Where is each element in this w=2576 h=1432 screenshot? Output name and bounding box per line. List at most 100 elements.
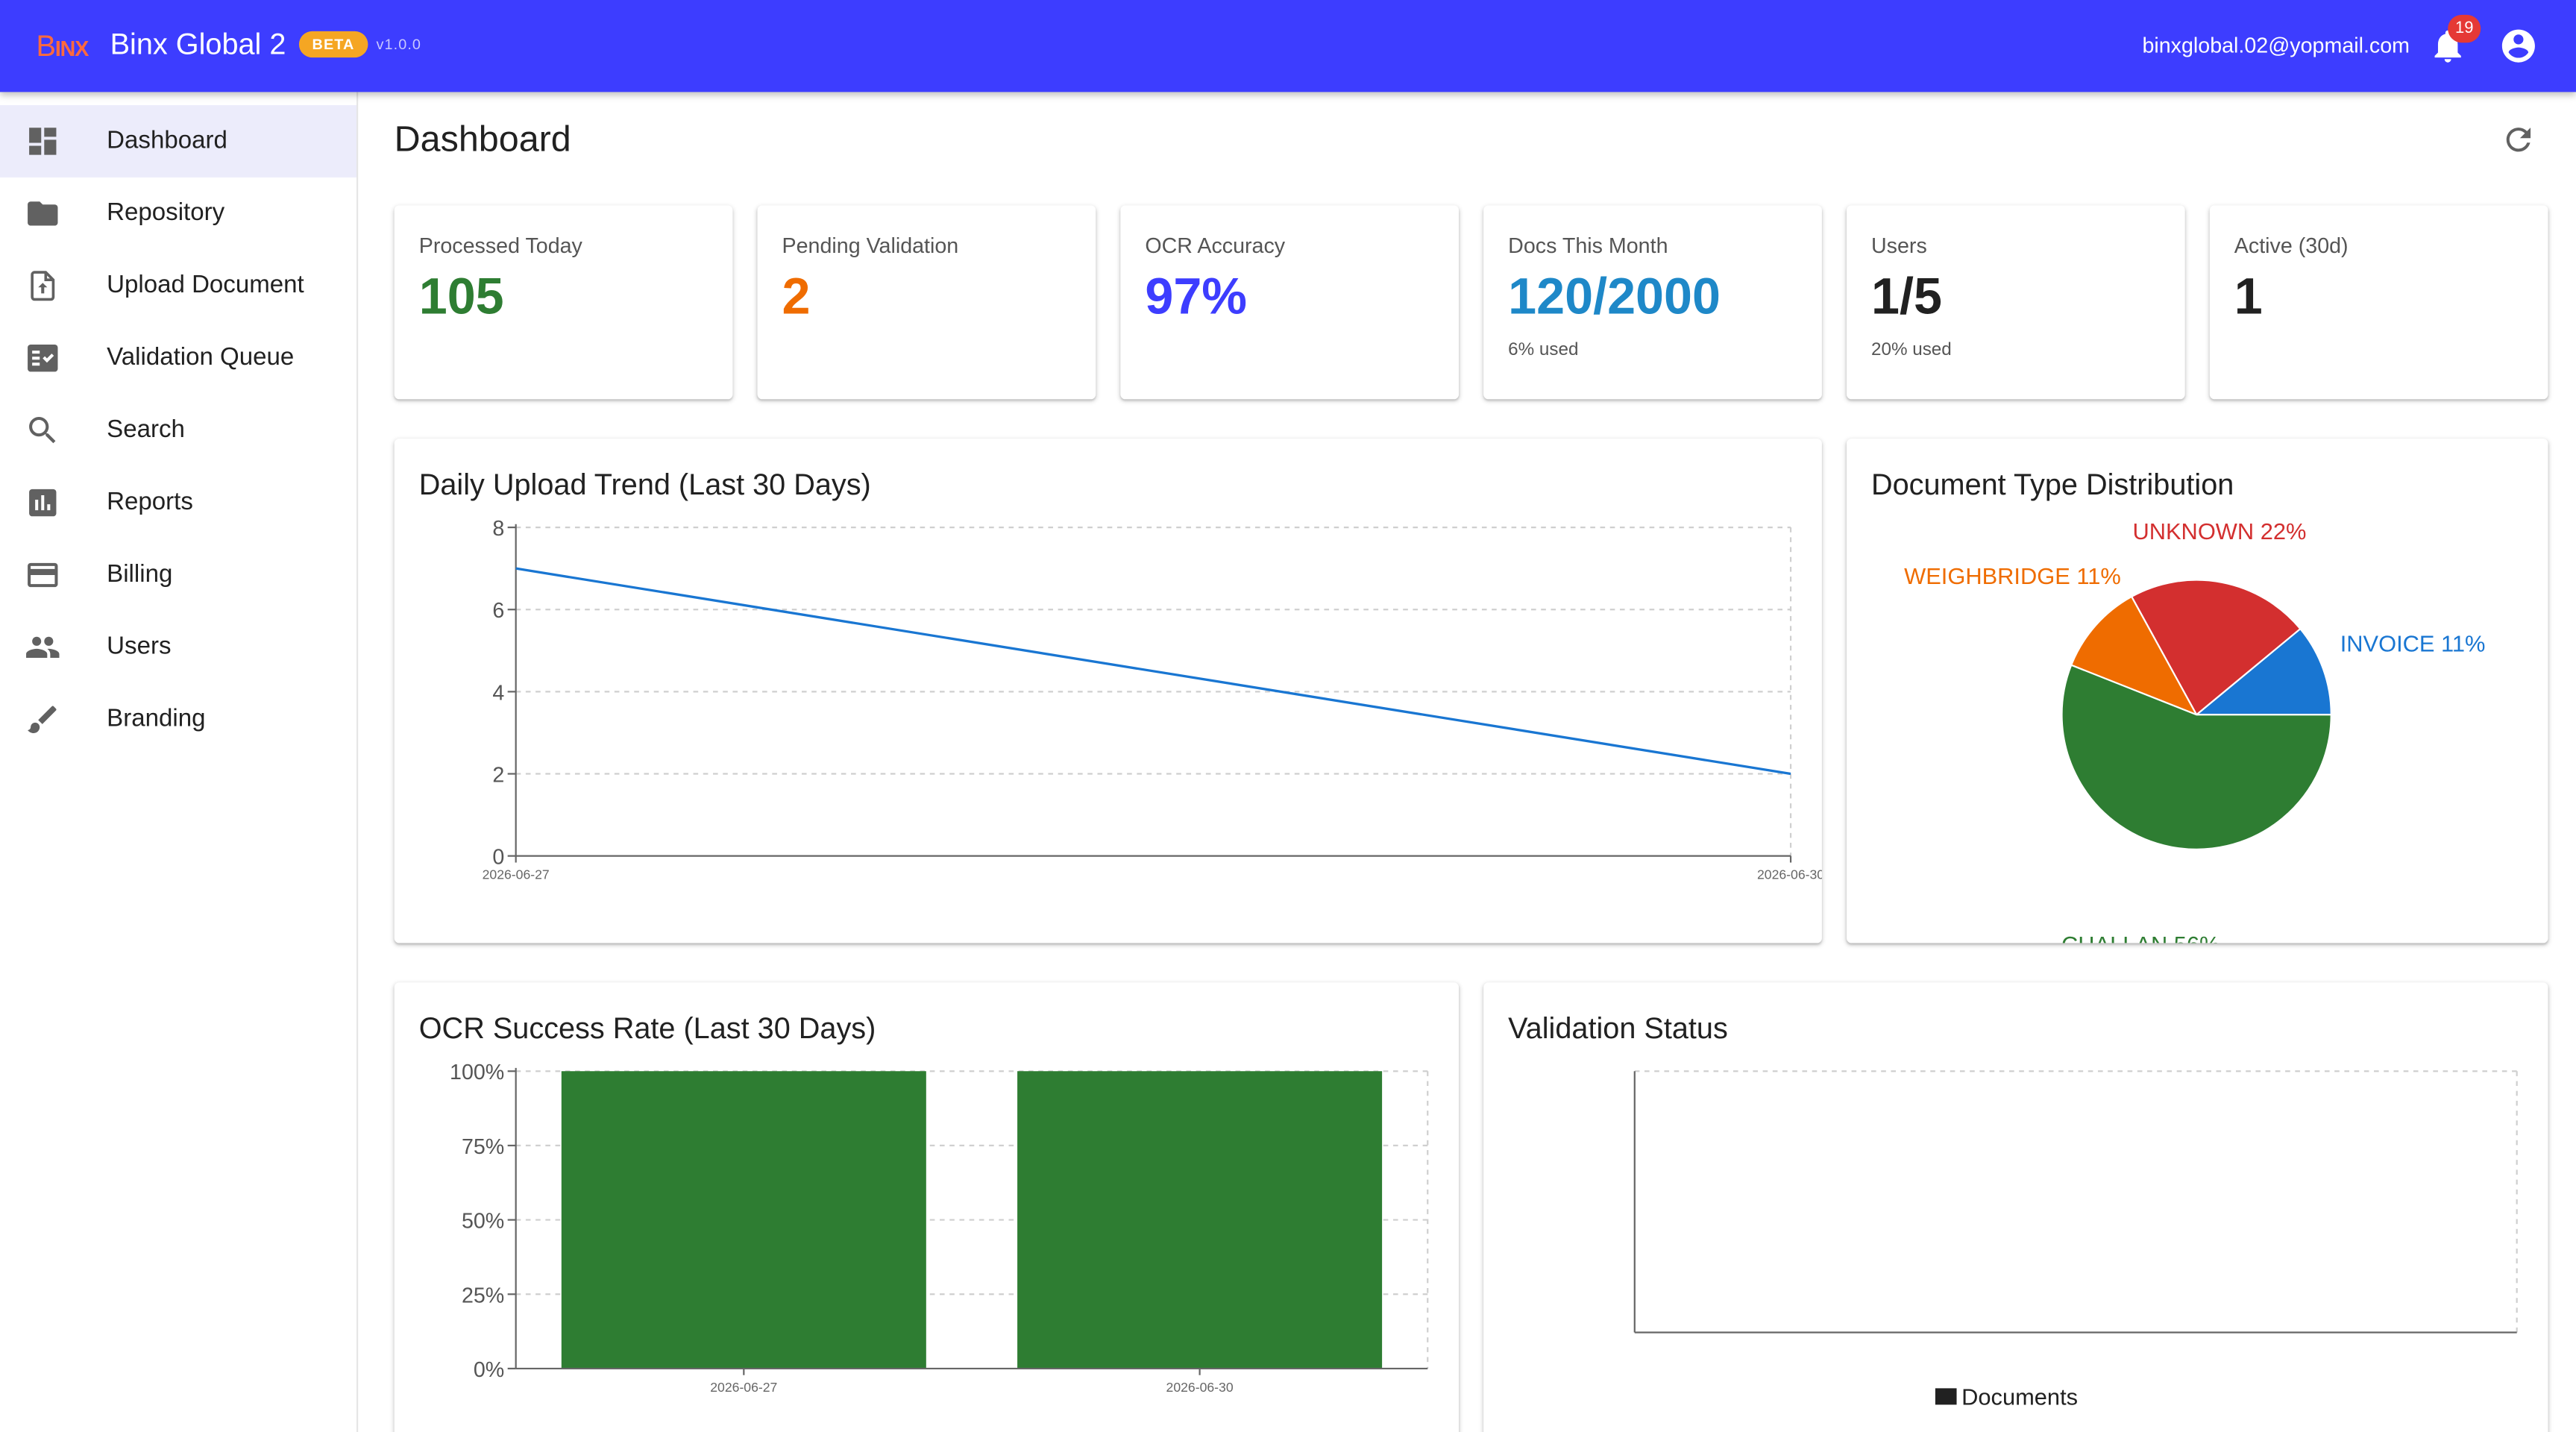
- stat-label: Docs This Month: [1508, 233, 1668, 258]
- app-version: v1.0.0: [376, 36, 422, 53]
- doc-type-pie-chart: INVOICE 11% UNKNOWN 22% WEIGHBRIDGE 11% CHA…: [1904, 518, 2486, 943]
- sidebar: Dashboard Repository Upload Document Val…: [0, 92, 359, 1432]
- stat-card-pending-validation: Pending Validation 2: [757, 205, 1096, 400]
- pie-slice: [2130, 579, 2302, 716]
- stat-card-processed-today: Processed Today 105: [394, 205, 733, 400]
- ocr-success-bar-chart: 0% 25% 50% 75% 100% 2026-06-27 2026-06-30: [450, 1061, 1429, 1395]
- sidebar-item-label: Upload Document: [107, 271, 304, 299]
- legend-swatch: [1935, 1388, 1957, 1405]
- x-tick-label: 2026-06-30: [1166, 1380, 1234, 1395]
- pie-slice: [2194, 627, 2332, 716]
- stat-label: OCR Accuracy: [1145, 233, 1286, 258]
- x-tick-label: 2026-06-27: [483, 867, 550, 882]
- people-icon: [26, 636, 60, 659]
- stat-value: 2: [782, 268, 811, 326]
- stat-value: 1/5: [1870, 268, 1942, 326]
- y-tick-label: 0: [492, 846, 504, 870]
- sidebar-item-label: Users: [107, 632, 172, 661]
- upload-trend-panel: Daily Upload Trend (Last 30 Days) 0 2 4 6 8 2…: [394, 439, 1822, 943]
- x-tick-label: 2026-06-30: [1757, 867, 1822, 882]
- search-icon: [29, 416, 56, 444]
- ocr-success-panel: OCR Success Rate (Last 30 Days) 0% 25% 50%…: [394, 982, 1460, 1432]
- stat-card-users: Users 1/5 20% used: [1846, 205, 2185, 400]
- sidebar-item-reports[interactable]: Reports: [0, 467, 356, 539]
- y-tick-label: 2: [492, 764, 504, 788]
- logo-initial: B: [36, 29, 55, 63]
- sidebar-item-dashboard[interactable]: Dashboard: [0, 104, 357, 178]
- series-line: [515, 567, 1791, 776]
- y-tick-label: 4: [492, 681, 504, 705]
- sidebar-item-repository[interactable]: Repository: [0, 178, 356, 250]
- beta-badge: BETA: [298, 31, 368, 58]
- brand-logo[interactable]: BINX: [36, 29, 89, 64]
- stat-label: Processed Today: [418, 233, 582, 258]
- app-header: BINX Binx Global 2 BETA v1.0.0 binxgloba…: [0, 0, 2576, 92]
- y-tick-label: 75%: [462, 1135, 504, 1159]
- validation-status-panel: Validation Status Documents: [1483, 982, 2548, 1432]
- page-title: Dashboard: [394, 118, 571, 160]
- y-tick-label: 0%: [474, 1358, 504, 1382]
- sidebar-item-upload-document[interactable]: Upload Document: [0, 250, 356, 322]
- panel-title: OCR Success Rate (Last 30 Days): [418, 1011, 876, 1045]
- sidebar-item-label: Billing: [107, 560, 173, 588]
- stat-label: Active (30d): [2234, 233, 2349, 258]
- y-tick-label: 100%: [450, 1061, 504, 1084]
- stat-value: 97%: [1145, 268, 1248, 326]
- dashboard-icon: [29, 128, 57, 155]
- sidebar-item-search[interactable]: Search: [0, 395, 356, 467]
- user-email: binxglobal.02@yopmail.com: [2142, 33, 2410, 58]
- account-circle-icon[interactable]: [2498, 26, 2538, 66]
- stat-label: Pending Validation: [782, 233, 959, 258]
- bar: [1017, 1071, 1383, 1369]
- upload-file-icon: [31, 271, 55, 301]
- upload-trend-chart: 0 2 4 6 8 2026-06-27 2026-06-30: [483, 517, 1822, 882]
- x-tick-label: 2026-06-27: [710, 1380, 777, 1395]
- doc-type-panel: Document Type Distribution INVOICE 11% UN…: [1846, 439, 2548, 943]
- sidebar-item-branding[interactable]: Branding: [0, 683, 356, 756]
- bar: [561, 1071, 926, 1369]
- sidebar-item-label: Branding: [107, 705, 206, 733]
- stat-card-active-30d: Active (30d) 1: [2209, 205, 2548, 400]
- panel-title: Daily Upload Trend (Last 30 Days): [418, 468, 871, 501]
- panel-title: Validation Status: [1508, 1011, 1728, 1045]
- credit-card-icon: [28, 562, 58, 588]
- fact-check-icon: [28, 345, 58, 372]
- y-tick-label: 50%: [462, 1210, 504, 1234]
- logo-text: INX: [54, 36, 89, 61]
- stat-card-ocr-accuracy: OCR Accuracy 97%: [1120, 205, 1460, 400]
- pie-slice-label: WEIGHBRIDGE 11%: [1904, 563, 2121, 589]
- pie-slice-label: INVOICE 11%: [2340, 631, 2486, 657]
- y-tick-label: 25%: [462, 1284, 504, 1307]
- brush-icon: [28, 706, 57, 733]
- validation-status-chart: Documents: [1633, 1070, 2518, 1410]
- stat-sub: 20% used: [1870, 339, 1952, 360]
- notification-count-badge: 19: [2448, 14, 2481, 43]
- bar-chart-icon: [29, 489, 57, 517]
- stat-card-docs-this-month: Docs This Month 120/2000 6% used: [1483, 205, 1822, 400]
- stat-sub: 6% used: [1508, 339, 1579, 360]
- stat-value: 105: [418, 268, 504, 326]
- refresh-icon[interactable]: [2501, 122, 2536, 157]
- stat-label: Users: [1870, 233, 1927, 258]
- app-title: Binx Global 2: [110, 28, 286, 61]
- stat-value: 1: [2234, 268, 2263, 326]
- pie-slice-label: UNKNOWN 22%: [2132, 518, 2306, 544]
- sidebar-item-label: Search: [107, 415, 185, 444]
- sidebar-item-label: Validation Queue: [107, 343, 295, 371]
- sidebar-item-billing[interactable]: Billing: [0, 539, 356, 612]
- sidebar-item-label: Repository: [107, 198, 225, 227]
- panel-title: Document Type Distribution: [1870, 468, 2234, 501]
- folder-icon: [28, 201, 58, 226]
- pie-slice: [2061, 664, 2332, 850]
- sidebar-item-label: Reports: [107, 488, 193, 516]
- sidebar-item-validation-queue[interactable]: Validation Queue: [0, 322, 356, 395]
- y-tick-label: 8: [492, 517, 504, 541]
- sidebar-item-users[interactable]: Users: [0, 611, 356, 683]
- pie-slice: [2070, 595, 2199, 717]
- sidebar-item-label: Dashboard: [107, 126, 227, 155]
- y-tick-label: 6: [492, 599, 504, 623]
- stat-value: 120/2000: [1508, 268, 1721, 326]
- pie-slice-label: CHALLAN 56%: [2061, 932, 2220, 943]
- legend-label: Documents: [1961, 1384, 2078, 1410]
